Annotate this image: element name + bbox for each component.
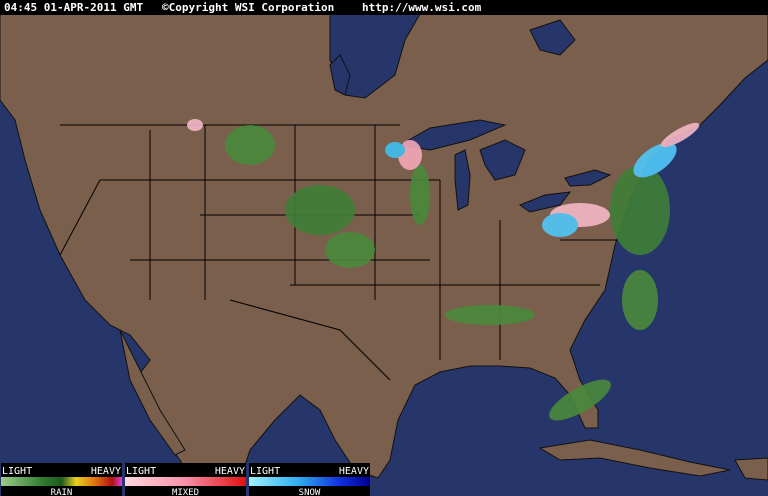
legend-heavy: HEAVY bbox=[91, 466, 121, 477]
legend-label: SNOW bbox=[299, 488, 321, 496]
hispaniola bbox=[734, 457, 768, 481]
legend-ramp bbox=[249, 477, 370, 486]
legend-label: MIXED bbox=[172, 488, 199, 496]
url: http://www.wsi.com bbox=[362, 1, 482, 14]
legend-light: LIGHT bbox=[126, 466, 156, 477]
legend-light: LIGHT bbox=[2, 466, 32, 477]
header-bar bbox=[0, 0, 768, 15]
legend-ramp bbox=[125, 477, 246, 486]
precipitation bbox=[187, 119, 700, 421]
legend-heavy: HEAVY bbox=[339, 466, 369, 477]
great-lakes bbox=[329, 19, 612, 213]
legend-ramp bbox=[1, 477, 122, 486]
land bbox=[0, 13, 768, 496]
legend-heavy: HEAVY bbox=[215, 466, 245, 477]
timestamp: 04:45 01-APR-2011 GMT bbox=[4, 1, 143, 14]
legend: LIGHT HEAVY RAIN LIGHT HEAVY MIXED LIGHT HEAVY S… bbox=[1, 463, 370, 496]
baja bbox=[119, 329, 186, 456]
legend-light: LIGHT bbox=[250, 466, 280, 477]
cuba bbox=[538, 439, 731, 477]
legend-label: RAIN bbox=[51, 488, 73, 496]
copyright: ©Copyright WSI Corporation bbox=[162, 1, 334, 14]
